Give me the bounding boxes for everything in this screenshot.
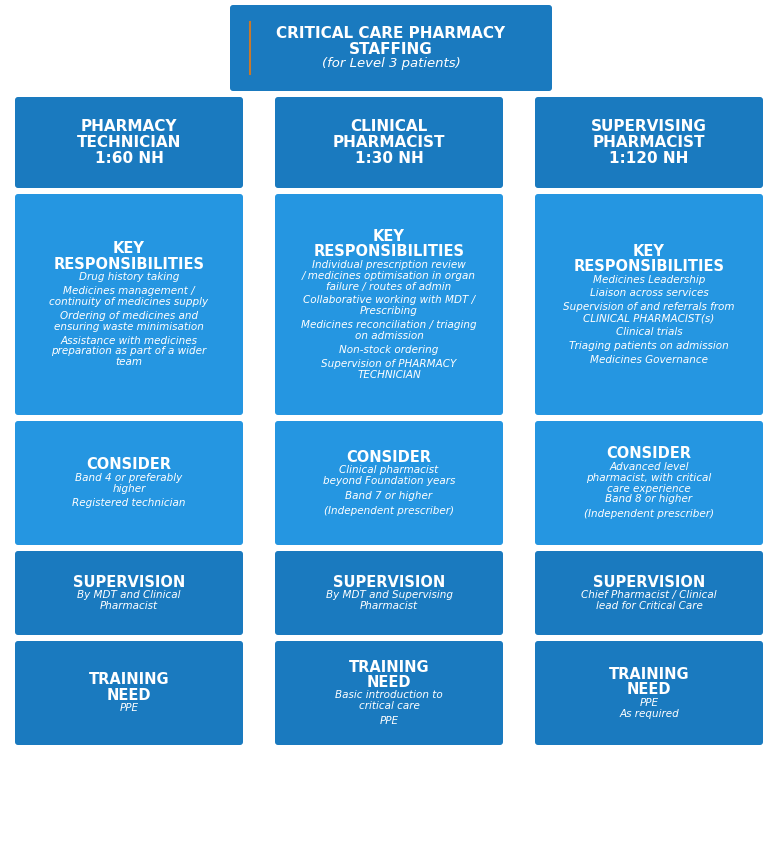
Text: CONSIDER: CONSIDER bbox=[347, 450, 431, 464]
Text: NEED: NEED bbox=[367, 674, 412, 690]
Text: beyond Foundation years: beyond Foundation years bbox=[323, 476, 455, 486]
FancyBboxPatch shape bbox=[275, 641, 503, 745]
Text: Medicines Leadership: Medicines Leadership bbox=[593, 275, 705, 285]
Text: Advanced level: Advanced level bbox=[609, 462, 689, 472]
Text: 1:30 NH: 1:30 NH bbox=[355, 151, 423, 166]
Text: STAFFING: STAFFING bbox=[349, 41, 433, 56]
Text: Assistance with medicines: Assistance with medicines bbox=[60, 336, 198, 346]
Text: CRITICAL CARE PHARMACY: CRITICAL CARE PHARMACY bbox=[276, 25, 505, 40]
FancyBboxPatch shape bbox=[15, 641, 243, 745]
Text: (Independent prescriber): (Independent prescriber) bbox=[324, 506, 454, 516]
Text: Liaison across services: Liaison across services bbox=[590, 288, 708, 298]
Text: Prescribing: Prescribing bbox=[360, 306, 418, 316]
Text: Pharmacist: Pharmacist bbox=[360, 601, 418, 611]
Text: PPE: PPE bbox=[380, 716, 398, 726]
Text: CLINICAL PHARMACIST(s): CLINICAL PHARMACIST(s) bbox=[583, 314, 715, 323]
Text: CONSIDER: CONSIDER bbox=[607, 446, 691, 461]
FancyBboxPatch shape bbox=[535, 97, 763, 188]
Text: critical care: critical care bbox=[358, 701, 419, 711]
Text: Medicines Governance: Medicines Governance bbox=[590, 355, 708, 365]
Text: PPE: PPE bbox=[119, 703, 138, 713]
Text: continuity of medicines supply: continuity of medicines supply bbox=[49, 297, 209, 307]
Text: lead for Critical Care: lead for Critical Care bbox=[596, 601, 702, 611]
FancyBboxPatch shape bbox=[275, 97, 503, 188]
FancyBboxPatch shape bbox=[275, 421, 503, 545]
Text: SUPERVISION: SUPERVISION bbox=[333, 575, 445, 589]
Text: By MDT and Supervising: By MDT and Supervising bbox=[326, 590, 452, 600]
Text: Triaging patients on admission: Triaging patients on admission bbox=[569, 341, 729, 351]
Text: Clinical pharmacist: Clinical pharmacist bbox=[340, 465, 439, 475]
FancyBboxPatch shape bbox=[15, 194, 243, 415]
Text: PHARMACIST: PHARMACIST bbox=[593, 135, 705, 150]
Text: TECHNICIAN: TECHNICIAN bbox=[357, 370, 421, 379]
Text: Band 8 or higher: Band 8 or higher bbox=[605, 495, 693, 504]
Text: TECHNICIAN: TECHNICIAN bbox=[77, 135, 181, 150]
Text: NEED: NEED bbox=[626, 682, 671, 697]
Text: / medicines optimisation in organ: / medicines optimisation in organ bbox=[302, 271, 476, 281]
Text: SUPERVISION: SUPERVISION bbox=[73, 575, 185, 589]
Text: Drug history taking: Drug history taking bbox=[79, 272, 179, 282]
Text: By MDT and Clinical: By MDT and Clinical bbox=[77, 590, 180, 600]
Text: Medicines reconciliation / triaging: Medicines reconciliation / triaging bbox=[301, 320, 477, 330]
FancyBboxPatch shape bbox=[535, 551, 763, 635]
Text: RESPONSIBILITIES: RESPONSIBILITIES bbox=[573, 259, 725, 274]
Text: NEED: NEED bbox=[107, 688, 152, 703]
Text: KEY: KEY bbox=[373, 229, 405, 244]
Text: on admission: on admission bbox=[355, 331, 423, 341]
Text: TRAINING: TRAINING bbox=[608, 667, 690, 682]
FancyBboxPatch shape bbox=[275, 194, 503, 415]
Text: Chief Pharmacist / Clinical: Chief Pharmacist / Clinical bbox=[581, 590, 717, 600]
Text: TRAINING: TRAINING bbox=[348, 659, 430, 674]
Text: Non-stock ordering: Non-stock ordering bbox=[339, 345, 439, 355]
Text: Band 4 or preferably: Band 4 or preferably bbox=[76, 473, 183, 483]
Text: Individual prescription review: Individual prescription review bbox=[312, 260, 466, 270]
Text: SUPERVISING: SUPERVISING bbox=[591, 119, 707, 134]
Text: preparation as part of a wider: preparation as part of a wider bbox=[52, 346, 207, 357]
Text: Pharmacist: Pharmacist bbox=[100, 601, 158, 611]
Text: SUPERVISION: SUPERVISION bbox=[593, 575, 705, 589]
FancyBboxPatch shape bbox=[535, 421, 763, 545]
Text: care experience: care experience bbox=[607, 484, 691, 494]
Text: Ordering of medicines and: Ordering of medicines and bbox=[60, 311, 198, 321]
Text: KEY: KEY bbox=[113, 241, 145, 256]
Text: 1:120 NH: 1:120 NH bbox=[609, 151, 689, 166]
Text: Basic introduction to: Basic introduction to bbox=[335, 690, 443, 701]
Text: Band 7 or higher: Band 7 or higher bbox=[345, 491, 433, 501]
Text: Registered technician: Registered technician bbox=[73, 498, 186, 508]
Text: CLINICAL: CLINICAL bbox=[351, 119, 428, 134]
Text: ensuring waste minimisation: ensuring waste minimisation bbox=[54, 322, 204, 331]
Text: TRAINING: TRAINING bbox=[89, 673, 169, 687]
Text: 1:60 NH: 1:60 NH bbox=[95, 151, 163, 166]
Text: As required: As required bbox=[619, 709, 679, 719]
Text: RESPONSIBILITIES: RESPONSIBILITIES bbox=[313, 244, 465, 260]
Text: Clinical trials: Clinical trials bbox=[615, 327, 683, 337]
Text: Supervision of and referrals from: Supervision of and referrals from bbox=[563, 303, 735, 313]
Text: PHARMACIST: PHARMACIST bbox=[333, 135, 445, 150]
Text: Collaborative working with MDT /: Collaborative working with MDT / bbox=[303, 295, 475, 305]
Text: PHARMACY: PHARMACY bbox=[80, 119, 177, 134]
Text: Medicines management /: Medicines management / bbox=[63, 286, 194, 296]
FancyBboxPatch shape bbox=[15, 551, 243, 635]
Text: failure / routes of admin: failure / routes of admin bbox=[326, 282, 451, 292]
Text: PPE: PPE bbox=[640, 698, 658, 708]
FancyBboxPatch shape bbox=[15, 421, 243, 545]
FancyBboxPatch shape bbox=[230, 5, 552, 91]
Text: team: team bbox=[116, 357, 142, 368]
Text: Supervision of PHARMACY: Supervision of PHARMACY bbox=[321, 359, 457, 368]
Text: (Independent prescriber): (Independent prescriber) bbox=[584, 509, 714, 519]
Text: higher: higher bbox=[112, 484, 146, 494]
Text: RESPONSIBILITIES: RESPONSIBILITIES bbox=[54, 256, 205, 271]
FancyBboxPatch shape bbox=[535, 641, 763, 745]
Text: (for Level 3 patients): (for Level 3 patients) bbox=[322, 57, 460, 71]
FancyBboxPatch shape bbox=[275, 551, 503, 635]
FancyBboxPatch shape bbox=[535, 194, 763, 415]
Text: pharmacist, with critical: pharmacist, with critical bbox=[587, 473, 711, 483]
Text: KEY: KEY bbox=[633, 244, 665, 259]
Text: CONSIDER: CONSIDER bbox=[87, 457, 172, 472]
FancyBboxPatch shape bbox=[15, 97, 243, 188]
